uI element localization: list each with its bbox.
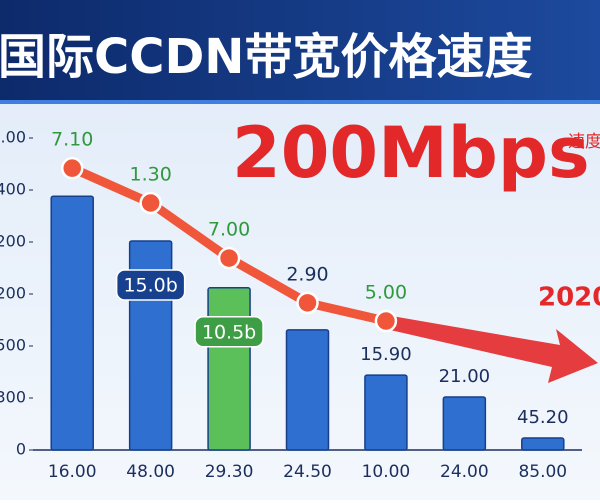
banner-edge [0, 100, 600, 104]
trend-point [374, 309, 398, 333]
x-tick-label: 29.30 [205, 462, 254, 482]
trend-label: 5.00 [365, 282, 407, 304]
trend-point [296, 291, 319, 315]
trend-point [139, 191, 162, 215]
y-tick-label: 400 [0, 180, 26, 199]
bar-label: 45.20 [517, 407, 569, 428]
x-tick-label: 24.00 [440, 462, 489, 482]
y-tick-label: 500 [0, 336, 26, 355]
chart-title: 国际CCDN带宽价格速度 [0, 29, 532, 85]
annotation-small: 速度 [568, 132, 600, 152]
x-tick-label: 48.00 [126, 462, 175, 482]
trend-label: 1.30 [129, 164, 171, 186]
trend-point [60, 156, 84, 180]
bar [285, 329, 330, 451]
title-banner [0, 0, 600, 100]
x-tick-label: 10.00 [362, 462, 411, 482]
trend-label: 2.90 [286, 263, 328, 285]
x-tick-label: 16.00 [48, 462, 97, 482]
bar [207, 287, 251, 451]
bar-label: 10.5b [202, 321, 256, 343]
y-tick-label: 200 [0, 232, 26, 251]
bar-label-box [115, 269, 186, 301]
bar [364, 374, 408, 451]
bar [442, 396, 487, 451]
trend-point [217, 246, 241, 270]
bar-label: 15.90 [360, 344, 412, 365]
trend-label: 7.00 [208, 219, 250, 241]
bar [50, 195, 94, 451]
y-tick-label: 200 [0, 284, 26, 303]
trend-label: 7.10 [51, 129, 93, 151]
bar-label: 21.00 [439, 366, 491, 387]
bar [521, 437, 565, 451]
annotation: 200Mbps [232, 112, 590, 194]
y-tick-label: 300 [0, 388, 26, 407]
bar-label: 15.0b [123, 274, 177, 296]
y-tick-label: 0 [16, 440, 26, 459]
x-tick-label: 85.00 [518, 462, 567, 482]
x-tick-label: 24.50 [283, 462, 332, 482]
trend-arrow [385, 315, 598, 384]
y-tick-label: .00 [1, 128, 26, 147]
bar-label-box [194, 316, 264, 348]
